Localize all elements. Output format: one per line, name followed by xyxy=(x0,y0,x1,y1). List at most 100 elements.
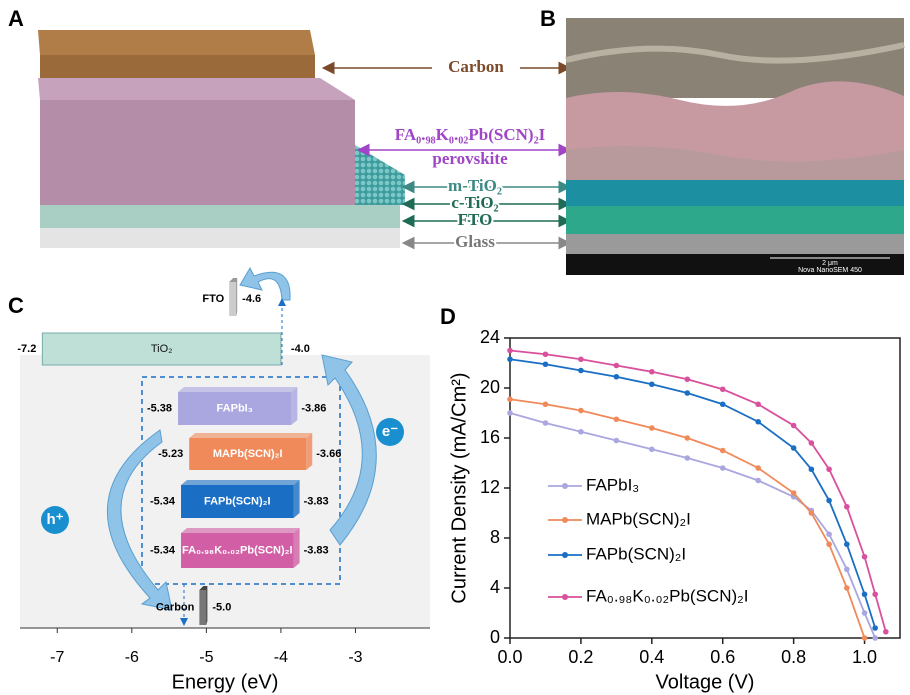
x-tick-label: 1.0 xyxy=(852,647,877,667)
point xyxy=(883,629,889,635)
legend-label: FA₀.₉₈K₀.₀₂Pb(SCN)₂I xyxy=(586,586,748,605)
point xyxy=(755,401,761,407)
bar-side xyxy=(181,528,300,533)
figure: A B C D Carbon FA₀.₉₈K₀.₀₂Pb(SCN)₂I pero… xyxy=(0,0,910,695)
panel-label: D xyxy=(440,304,456,329)
y-axis-title: Current Density (mA/Cm²) xyxy=(448,372,470,603)
point xyxy=(755,419,761,425)
point xyxy=(826,498,832,504)
point xyxy=(614,374,620,380)
point xyxy=(649,381,655,387)
sem-image: 2 μm Nova NanoSEM 450 xyxy=(566,18,904,275)
point xyxy=(809,466,815,472)
point xyxy=(507,410,513,416)
level-name: FAPb(SCN)₂I xyxy=(204,495,271,507)
point xyxy=(844,585,850,591)
point xyxy=(826,531,832,537)
x-tick-label: -6 xyxy=(125,649,139,666)
point xyxy=(755,478,761,484)
layer-label: perovskite xyxy=(432,149,508,168)
x-tick-label: -3 xyxy=(348,649,362,666)
bar-side xyxy=(178,387,297,392)
x-tick-label: 0.6 xyxy=(710,647,735,667)
bar-side xyxy=(306,433,312,470)
y-tick-label: 20 xyxy=(480,377,500,397)
x-axis-title: Energy (eV) xyxy=(172,671,279,693)
point xyxy=(507,348,513,354)
legend-marker xyxy=(562,517,568,523)
legend-label: FAPb(SCN)₂I xyxy=(586,544,686,563)
level-value: -3.83 xyxy=(304,495,329,507)
y-tick-label: 16 xyxy=(480,427,500,447)
point xyxy=(862,610,868,616)
x-tick-label: 0.4 xyxy=(639,647,664,667)
point xyxy=(507,396,513,402)
point xyxy=(720,465,726,471)
point xyxy=(809,510,815,516)
bar-side xyxy=(294,528,300,568)
point xyxy=(614,363,620,369)
level-value: -5.23 xyxy=(158,448,183,460)
level-name: MAPb(SCN)₂I xyxy=(213,448,283,460)
layer-label: Carbon xyxy=(448,57,504,76)
point xyxy=(872,625,878,631)
point xyxy=(720,448,726,454)
bar-side xyxy=(294,480,300,518)
legend-marker xyxy=(562,552,568,558)
point xyxy=(649,369,655,375)
point xyxy=(791,445,797,451)
scale-bar: 2 μm xyxy=(822,260,838,267)
point xyxy=(578,408,584,414)
point xyxy=(862,554,868,560)
point xyxy=(649,446,655,452)
carrier-label: h⁺ xyxy=(46,511,63,528)
bar-side xyxy=(291,387,297,425)
point xyxy=(684,390,690,396)
point xyxy=(543,420,549,426)
point xyxy=(543,401,549,407)
point xyxy=(684,455,690,461)
point xyxy=(872,591,878,597)
point xyxy=(862,591,868,597)
carrier-label: e⁻ xyxy=(382,423,398,440)
electrode-name: Carbon xyxy=(156,601,195,613)
point xyxy=(684,376,690,382)
layer-label: Glass xyxy=(455,232,495,251)
point xyxy=(543,351,549,357)
point xyxy=(826,541,832,547)
y-tick-label: 0 xyxy=(490,627,500,647)
layer-label: FTO xyxy=(458,210,493,229)
point xyxy=(755,465,761,471)
device-stack xyxy=(38,30,405,248)
point xyxy=(862,635,868,641)
electrode xyxy=(229,282,236,316)
point xyxy=(578,356,584,362)
point xyxy=(543,361,549,367)
point xyxy=(872,635,878,641)
layer-label: FA₀.₉₈K₀.₀₂Pb(SCN)₂I xyxy=(395,125,546,144)
point xyxy=(809,440,815,446)
panel-label: C xyxy=(8,293,24,318)
y-tick-label: 8 xyxy=(490,527,500,547)
electrode xyxy=(199,590,206,625)
legend-marker xyxy=(562,594,568,600)
electrode-name: FTO xyxy=(202,293,224,305)
legend-label: MAPb(SCN)₂I xyxy=(586,509,691,528)
level-value: -3.83 xyxy=(304,544,329,556)
panel-label: B xyxy=(540,6,556,31)
point xyxy=(578,429,584,435)
point xyxy=(684,435,690,441)
level-name: TiO₂ xyxy=(151,343,173,355)
point xyxy=(720,401,726,407)
level-value: -5.34 xyxy=(150,495,176,507)
level-value: -4.0 xyxy=(291,343,310,355)
level-name: FAPbI₃ xyxy=(217,402,253,414)
point xyxy=(578,368,584,374)
bar-side xyxy=(181,480,300,485)
x-tick-label: -4 xyxy=(274,649,288,666)
page: A B C D Carbon FA₀.₉₈K₀.₀₂Pb(SCN)₂I pero… xyxy=(0,0,910,695)
point xyxy=(826,466,832,472)
electrode-value: -4.6 xyxy=(242,293,261,305)
point xyxy=(614,438,620,444)
level-value: -7.2 xyxy=(17,343,36,355)
